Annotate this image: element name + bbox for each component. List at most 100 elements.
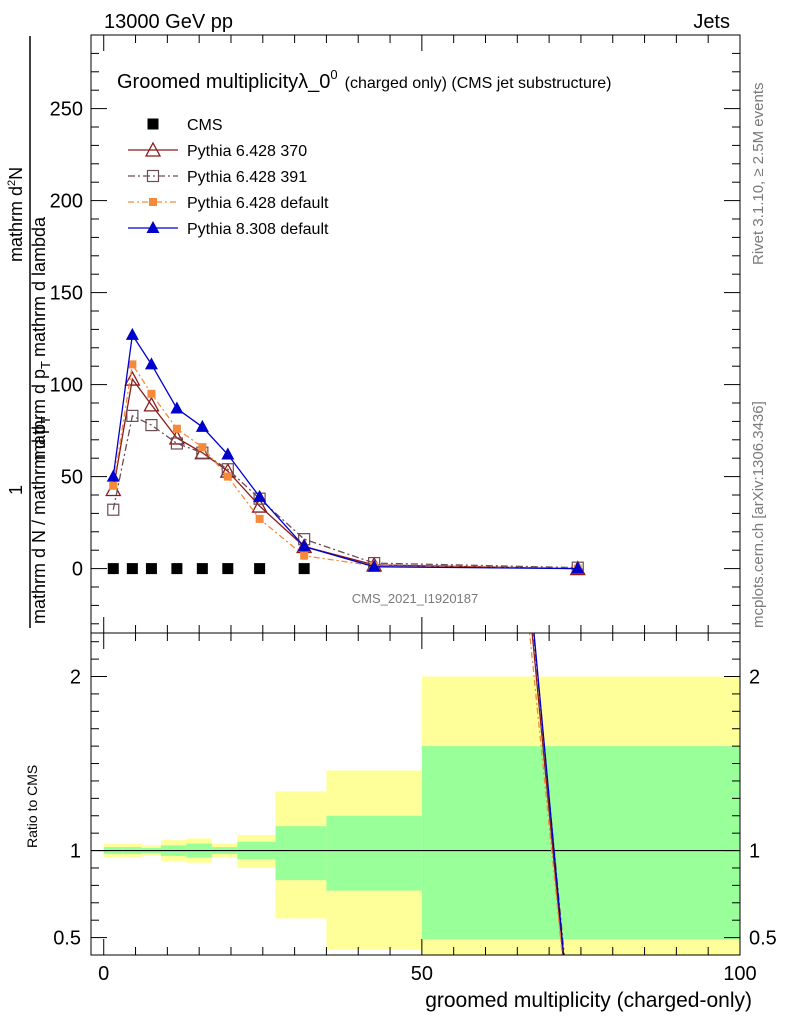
- series-line: [112, 333, 578, 570]
- ratio-bands: [103, 676, 740, 955]
- legend-label: Pythia 6.428 391: [187, 169, 307, 186]
- ratio-line: [528, 633, 563, 955]
- main-series-group: [105, 327, 586, 576]
- data-point: [198, 443, 207, 452]
- legend: CMS Pythia 6.428 370 Pythia 6.428 391 Pythi…: [128, 117, 329, 238]
- ylabel-denominator: mathrm d N / mathrm d pT: [29, 416, 53, 624]
- data-point: [147, 389, 156, 398]
- data-point: [144, 357, 158, 370]
- main-ylabel: 1 mathrm d N / mathrm d pT mathrm d2N ma…: [6, 36, 53, 628]
- ratio-ytick-label-right: 1: [749, 841, 760, 863]
- data-point: [297, 539, 311, 552]
- main-ytick-label: 150: [50, 283, 83, 305]
- ratio-ytick-label-right: 0.5: [749, 928, 777, 950]
- legend-item: Pythia 6.428 391: [128, 169, 307, 186]
- legend-item: CMS: [147, 117, 223, 134]
- legend-label: CMS: [187, 117, 223, 134]
- data-point: [106, 469, 120, 482]
- ratio-ytick-label: 1: [70, 841, 81, 863]
- ratio-line: [531, 633, 564, 955]
- series-line: [112, 414, 578, 569]
- header-right-label: Jets: [693, 11, 730, 33]
- main-ytick-label: 100: [50, 375, 83, 397]
- ratio-ytick-label: 0.5: [53, 928, 81, 950]
- data-point: [298, 563, 310, 575]
- ratio-ylabel: Ratio to CMS: [24, 765, 40, 848]
- ylabel-numerator-rest: mathrm d pTmathrm d lambda: [29, 216, 53, 460]
- legend-item: Pythia 8.308 default: [128, 221, 329, 238]
- data-point: [143, 396, 160, 412]
- data-point: [253, 489, 267, 502]
- legend-item: Pythia 6.428 default: [128, 195, 329, 212]
- series-2: [107, 409, 584, 574]
- legend-marker: [144, 141, 162, 157]
- ylabel-one: 1: [6, 485, 26, 495]
- legend-label: Pythia 6.428 default: [187, 195, 329, 212]
- data-point: [125, 327, 139, 340]
- ylabel-numerator-rest-text: mathrm d p: [29, 369, 49, 460]
- ratio-ytick-label-right: 2: [749, 667, 760, 689]
- ylabel-numerator-rest2: mathrm d lambda: [29, 216, 49, 357]
- ylabel-numerator-sup: 2: [6, 180, 18, 186]
- main-ytick-label: 50: [61, 467, 83, 489]
- data-point: [367, 559, 381, 572]
- legend-marker: [146, 169, 160, 183]
- stat-uncertainty-band: [275, 826, 327, 881]
- data-point: [222, 563, 234, 575]
- data-point: [571, 561, 585, 574]
- data-point: [254, 563, 266, 575]
- data-point: [255, 514, 264, 523]
- ratio-xtick-label: 50: [411, 963, 433, 985]
- data-point: [223, 472, 232, 481]
- data-point: [145, 563, 157, 575]
- stat-uncertainty-band: [326, 815, 422, 891]
- watermark-label: CMS_2021_I1920187: [352, 591, 479, 606]
- ratio-line: [533, 633, 565, 955]
- data-point: [145, 418, 158, 432]
- series-line: [112, 362, 578, 570]
- data-point: [171, 563, 183, 575]
- main-ytick-label: 0: [72, 559, 83, 581]
- xlabel: groomed multiplicity (charged-only): [425, 989, 752, 1012]
- data-point: [195, 419, 209, 432]
- series-line: [112, 377, 578, 570]
- rivet-label: Rivet 3.1.10, ≥ 2.5M events: [750, 83, 767, 266]
- series-0: [107, 563, 310, 575]
- data-point: [196, 563, 208, 575]
- main-axes: 0 50 100 150 200 250: [50, 34, 741, 634]
- series-4: [106, 327, 585, 574]
- ratio-series-group: [91, 633, 740, 955]
- legend-item: Pythia 6.428 370: [128, 141, 307, 160]
- data-point: [128, 360, 137, 369]
- main-ytick-label: 250: [50, 99, 83, 121]
- ylabel-numerator-d: mathrm d: [6, 186, 26, 262]
- data-point: [107, 563, 119, 575]
- stat-uncertainty-band: [421, 746, 740, 940]
- data-point: [126, 563, 138, 575]
- legend-marker: [146, 221, 160, 233]
- data-point: [172, 424, 181, 433]
- series-3: [109, 360, 582, 573]
- data-point: [126, 409, 139, 422]
- legend-marker: [147, 118, 159, 130]
- main-title: Groomed multiplicityλ_00 (charged only) (…: [117, 67, 611, 93]
- data-point: [221, 447, 235, 460]
- ratio-xtick-label: 100: [723, 963, 756, 985]
- ratio-axes: 0.5 0.5 1 1 2 2 0 50 100: [53, 632, 777, 985]
- header-left-label: 13000 GeV pp: [104, 11, 233, 33]
- data-point: [107, 503, 120, 516]
- data-point: [251, 497, 268, 513]
- legend-marker: [149, 198, 157, 206]
- main-ytick-label: 200: [50, 191, 83, 213]
- title-sup: 0: [330, 67, 337, 82]
- mcplots-label: mcplots.cern.ch [arXiv:1306.3436]: [750, 401, 767, 628]
- ratio-ytick-label: 2: [70, 667, 81, 689]
- title-suffix: (charged only) (CMS jet substructure): [345, 75, 612, 92]
- ratio-frame: [90, 632, 741, 956]
- ylabel-denominator-text: mathrm d N / mathrm d p: [29, 424, 49, 624]
- ylabel-denominator-sub: T: [38, 416, 53, 424]
- ylabel-numerator-rest-sub: T: [38, 361, 53, 369]
- ratio-xtick-label: 0: [98, 963, 109, 985]
- series-1: [105, 370, 586, 576]
